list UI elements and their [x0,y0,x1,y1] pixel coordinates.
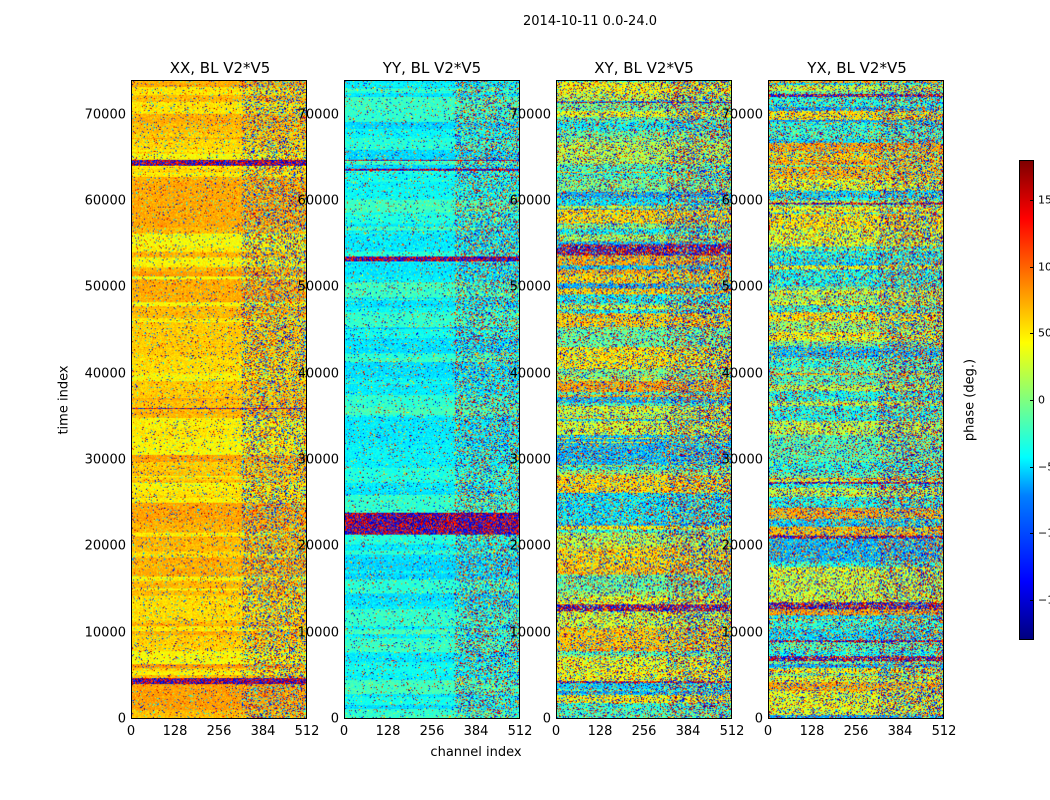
x-tick-label: 384 [250,724,276,739]
x-tick-label: 128 [799,724,825,739]
heatmap-canvas-yx [769,81,943,718]
y-tick-label: 60000 [297,193,339,209]
y-tick-label: 10000 [84,625,126,641]
y-tick-label: 20000 [721,538,763,554]
y-tick-label: 0 [754,711,763,727]
figure-title: 2014-10-11 0.0-24.0 [523,14,657,29]
panel-title-yy: YY, BL V2*V5 [382,59,482,77]
x-tick-label: 0 [126,724,136,739]
y-tick-label: 10000 [721,625,763,641]
x-tick-label: 128 [587,724,613,739]
y-tick-label: 50000 [84,279,126,295]
x-tick-label: 128 [162,724,188,739]
heatmap-panel-yx [768,80,944,719]
y-tick-label: 30000 [721,452,763,468]
x-tick-label: 0 [339,724,349,739]
y-tick-label: 0 [542,711,551,727]
y-tick-label: 40000 [509,366,551,382]
y-tick-label: 70000 [297,107,339,123]
x-tick-label: 128 [375,724,401,739]
y-tick-label: 50000 [297,279,339,295]
heatmap-canvas-xx [132,81,306,718]
y-tick-label: 30000 [509,452,551,468]
y-tick-label: 70000 [509,107,551,123]
colorbar-tick-mark [1030,266,1034,268]
x-tick-label: 384 [463,724,489,739]
x-tick-label: 512 [507,724,533,739]
x-tick-label: 512 [931,724,957,739]
x-tick-label: 256 [631,724,657,739]
y-tick-label: 40000 [84,366,126,382]
y-tick-label: 40000 [297,366,339,382]
colorbar-tick-label: −150 [1038,593,1050,607]
panel-title-yx: YX, BL V2*V5 [807,59,907,77]
x-tick-label: 384 [887,724,913,739]
y-tick-label: 10000 [297,625,339,641]
y-tick-label: 20000 [509,538,551,554]
y-tick-label: 50000 [509,279,551,295]
x-tick-label: 384 [675,724,701,739]
y-tick-label: 30000 [84,452,126,468]
y-tick-label: 20000 [297,538,339,554]
y-tick-label: 0 [330,711,339,727]
colorbar-tick-mark [1030,466,1034,468]
x-tick-label: 256 [843,724,869,739]
x-tick-label: 0 [763,724,773,739]
heatmap-canvas-yy [345,81,519,718]
y-tick-label: 60000 [509,193,551,209]
y-tick-label: 70000 [721,107,763,123]
y-tick-label: 40000 [721,366,763,382]
x-tick-label: 256 [419,724,445,739]
x-axis-label: channel index [430,745,522,760]
colorbar-tick-label: 150 [1038,193,1050,207]
x-tick-label: 512 [719,724,745,739]
y-tick-label: 60000 [84,193,126,209]
heatmap-canvas-xy [557,81,731,718]
y-tick-label: 60000 [721,193,763,209]
y-axis-label: time index [56,365,72,435]
heatmap-panel-yy [344,80,520,719]
x-tick-label: 512 [294,724,320,739]
y-tick-label: 0 [117,711,126,727]
y-tick-label: 20000 [84,538,126,554]
x-tick-label: 256 [206,724,232,739]
heatmap-panel-xx [131,80,307,719]
colorbar-tick-mark [1030,600,1034,601]
y-tick-label: 10000 [509,625,551,641]
panel-title-xy: XY, BL V2*V5 [594,59,694,77]
panel-title-xx: XX, BL V2*V5 [169,59,271,77]
colorbar-tick-label: 0 [1038,393,1045,407]
colorbar-tick-mark [1030,533,1034,535]
colorbar-tick-label: −50 [1038,460,1050,474]
y-tick-label: 50000 [721,279,763,295]
y-tick-label: 30000 [297,452,339,468]
x-tick-label: 0 [551,724,561,739]
colorbar-tick-mark [1030,400,1034,401]
heatmap-panel-xy [556,80,732,719]
colorbar-tick-mark [1030,200,1034,201]
colorbar-label: phase (deg.) [962,358,978,442]
colorbar-tick-label: −100 [1038,526,1050,540]
colorbar-tick-mark [1030,333,1034,335]
colorbar-tick-label: 100 [1038,260,1050,274]
colorbar-tick-label: 50 [1038,326,1050,340]
y-tick-label: 70000 [84,107,126,123]
